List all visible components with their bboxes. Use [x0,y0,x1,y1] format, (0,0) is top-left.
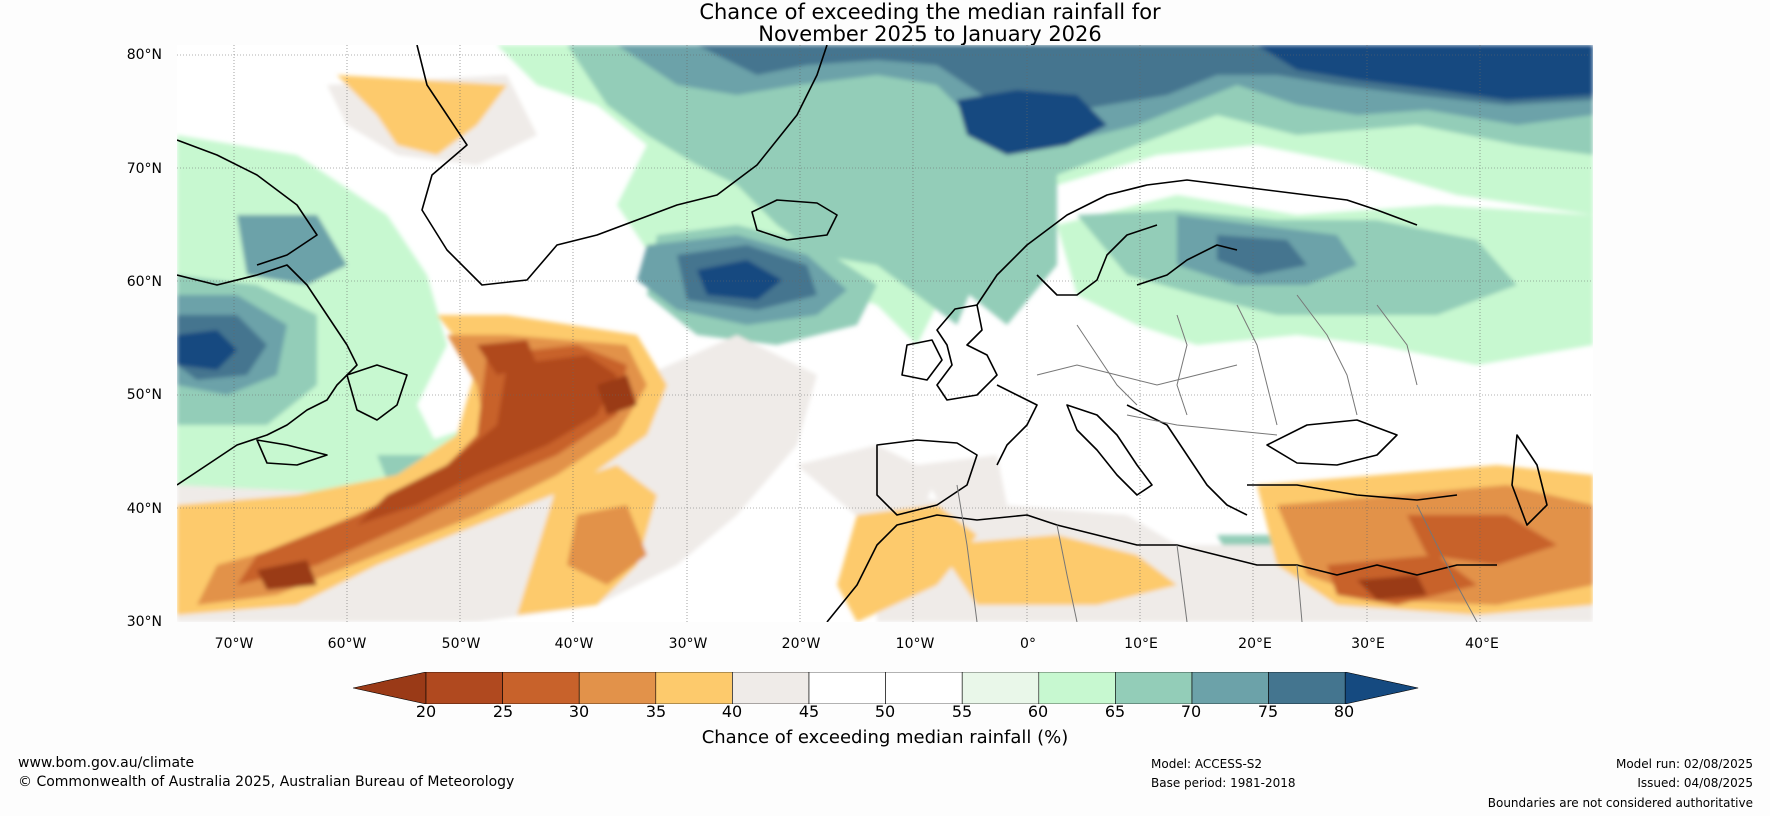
coast-baffin [177,139,318,266]
base-period: Base period: 1981-2018 [1151,776,1296,790]
coast-norway [976,179,1418,306]
lat-label-70n: 70°N [126,161,162,177]
website-link[interactable]: www.bom.gov.au/climate [18,755,195,771]
coast-italy [1066,404,1153,496]
colorbar-bin-65-70 [1115,672,1193,704]
model-run-date: Model run: 02/08/2025 [1615,757,1753,771]
boundaries-disclaimer: Boundaries are not considered authoritat… [1487,796,1753,810]
colorbar-bin-20-25 [425,672,503,704]
coast-finland [1136,244,1238,286]
field-35-40-greenland-n [337,75,507,155]
colorbar-tick-25: 25 [492,702,514,721]
coast-iberia [876,439,978,516]
coast-novascotia [256,439,328,466]
coast-caspian [1511,434,1548,526]
colorbar-extend-high [1344,672,1419,704]
colorbar-tick-65: 65 [1104,702,1126,721]
colorbar-tick-50: 50 [874,702,896,721]
colorbar-label: Chance of exceeding median rainfall (%) [701,727,1069,748]
probability-fields [177,45,1593,622]
lon-label-20w: 20°W [781,636,821,652]
field-35-40-iberia [837,505,977,622]
field-25-30-eastm [1407,515,1557,565]
colorbar-tick-30: 30 [568,702,590,721]
field-below-20-east [1357,575,1427,600]
coast-france [996,384,1038,466]
issued-date: Issued: 04/08/2025 [1637,776,1753,790]
lat-label-60n: 60°N [126,274,162,290]
field-above-80-labrador [177,330,237,370]
lon-label-30e: 30°E [1351,636,1385,652]
map-canvas [177,45,1593,622]
coast-newfoundland [346,364,408,421]
field-below-20-atl [597,375,637,415]
coast-ireland [901,339,943,381]
coast-turkey [1247,484,1458,501]
colorbar-tick-40: 40 [721,702,743,721]
lon-label-50w: 50°W [441,636,481,652]
colorbar-bin-45-50 [808,672,886,704]
field-above-80-atl [697,260,782,300]
lon-label-0: 0° [1020,636,1036,652]
lon-label-40w: 40°W [554,636,594,652]
model-name: Model: ACCESS-S2 [1151,757,1263,771]
colorbar-bin-40-45 [732,672,810,704]
coast-black-sea [1266,419,1398,466]
lon-label-10w: 10°W [895,636,935,652]
field-above-80-norway-sea [957,90,1107,155]
colorbar-tick-35: 35 [645,702,667,721]
coast-great-britain [936,304,998,401]
field-30-35-atl2 [567,505,647,585]
gridlines [177,45,1593,622]
field-below-20-sw [257,560,317,590]
field-40-45-iberia [917,455,1007,515]
field-35-40-africa [937,535,1177,605]
colorbar-bin-60-65 [1038,672,1116,704]
coast-africa-north [826,514,1497,622]
lat-label-80n: 80°N [126,47,162,63]
colorbar [353,672,1419,704]
coast-sweden-south [1036,224,1158,296]
rainfall-probability-map [177,45,1593,622]
colorbar-tick-75: 75 [1257,702,1279,721]
lon-label-10e: 10°E [1124,636,1158,652]
field-20-25-greenland-s [477,340,537,375]
field-70-75-bay [237,215,347,285]
colorbar-tick-20: 20 [415,702,437,721]
map-title-line-1: Chance of exceeding the median rainfall … [699,0,1161,24]
field-20-25-atl [357,355,617,525]
coast-iceland [751,199,838,241]
colorbar-bin-70-75 [1191,672,1269,704]
lon-label-70w: 70°W [214,636,254,652]
country-borders [956,294,1478,622]
lat-label-30n: 30°N [126,614,162,630]
colorbar-bin-35-40 [655,672,733,704]
colorbar-bin-55-60 [961,672,1040,704]
colorbar-tick-80: 80 [1333,702,1355,721]
colorbar-bin-75-80 [1268,672,1346,704]
colorbar-tick-60: 60 [1027,702,1049,721]
colorbar-tick-45: 45 [798,702,820,721]
field-75-80-scand [1217,235,1307,275]
field-above-80-barents [1257,45,1593,100]
coast-greenland [416,45,828,286]
colorbar-bin-25-30 [502,672,580,704]
copyright-text: © Commonwealth of Australia 2025, Austra… [18,774,515,790]
lon-label-60w: 60°W [327,636,367,652]
lon-label-20e: 20°E [1238,636,1272,652]
field-65-70-norway-sea [957,165,1057,325]
lon-label-40e: 40°E [1465,636,1499,652]
lon-label-30w: 30°W [668,636,708,652]
colorbar-bin-50-55 [885,672,963,704]
colorbar-bin-30-35 [578,672,657,704]
colorbar-tick-70: 70 [1180,702,1202,721]
colorbar-tick-55: 55 [951,702,973,721]
lat-label-50n: 50°N [126,387,162,403]
map-title-line-2: November 2025 to January 2026 [758,22,1102,46]
colorbar-extend-low [353,672,427,704]
lat-label-40n: 40°N [126,501,162,517]
